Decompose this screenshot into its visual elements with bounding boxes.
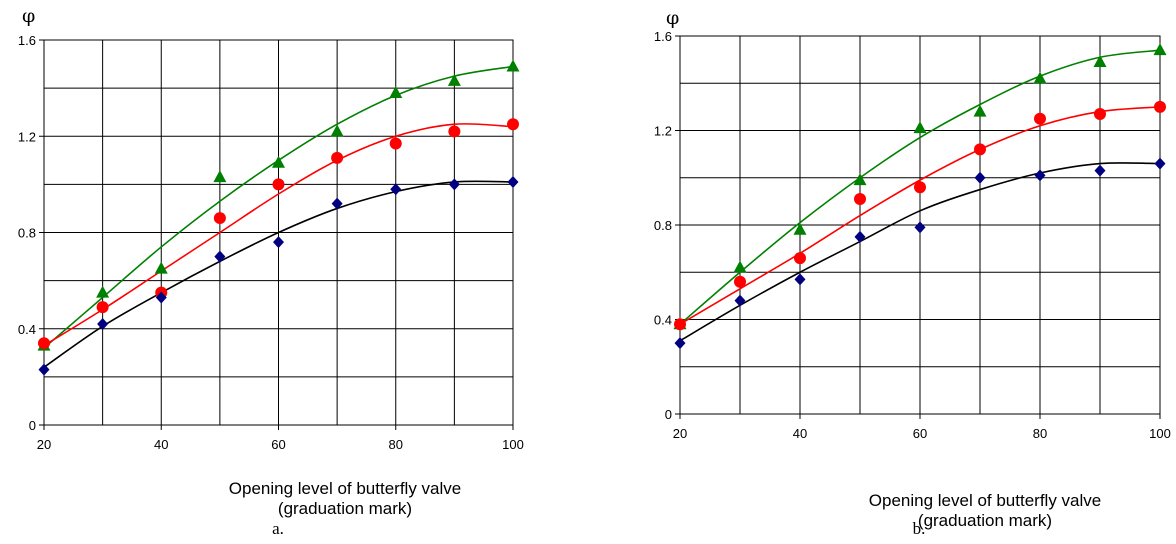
data-point-circle (854, 193, 866, 206)
data-point-circle (38, 337, 50, 350)
data-point-diamond (273, 236, 284, 249)
data-point-triangle (853, 173, 867, 186)
data-point-triangle (213, 170, 227, 183)
fit-curve-triangle (679, 49, 1161, 325)
y-tick-label: 1.6 (18, 33, 36, 48)
data-point-triangle (330, 124, 344, 137)
x-tick-label: 20 (673, 426, 687, 441)
x-tick-label: 40 (154, 437, 168, 452)
x-tick-label: 60 (271, 437, 285, 452)
data-point-triangle (973, 104, 987, 117)
data-point-diamond (914, 221, 926, 234)
data-point-triangle (1093, 54, 1107, 67)
fit-curve-circle (43, 123, 514, 347)
data-point-circle (794, 252, 806, 265)
chart-panel-a: 0 0.4 0.8 1.2 1.6 20 40 60 80 100 φ Opening level o… (18, 5, 524, 538)
data-point-diamond (390, 183, 402, 196)
data-point-circle (272, 178, 285, 191)
data-point-diamond (794, 273, 806, 286)
data-point-circle (507, 118, 519, 131)
x-axis-label-line: (graduation mark) (278, 499, 412, 518)
data-point-triangle (506, 59, 520, 72)
data-point-triangle (96, 285, 110, 298)
data-point-diamond (97, 317, 109, 330)
data-point-circle (389, 137, 402, 150)
data-point-diamond (155, 291, 167, 304)
x-tick-label: 80 (389, 437, 403, 452)
x-tick-label: 100 (1149, 426, 1171, 441)
y-axis-label: φ (666, 7, 679, 29)
y-tick-label: 0 (665, 407, 672, 422)
data-point-circle (1034, 112, 1046, 125)
data-point-circle (734, 275, 746, 288)
y-tick-label: 1.2 (654, 124, 672, 139)
y-tick-label: 0.8 (18, 226, 36, 241)
data-point-diamond (507, 175, 519, 188)
data-point-circle (96, 301, 109, 314)
data-point-circle (1094, 107, 1106, 120)
data-point-circle (914, 181, 926, 194)
data-point-diamond (1094, 164, 1106, 177)
y-tick-label: 0 (29, 418, 36, 433)
data-point-circle (331, 151, 344, 164)
fit-curve-diamond (679, 162, 1161, 342)
data-point-circle (448, 125, 461, 138)
data-point-triangle (272, 155, 285, 168)
x-tick-label: 60 (913, 426, 927, 441)
data-point-diamond (1034, 169, 1046, 182)
data-point-triangle (1153, 43, 1167, 56)
y-tick-label: 1.2 (18, 129, 36, 144)
data-point-triangle (389, 85, 403, 98)
x-tick-label: 100 (502, 437, 524, 452)
y-tick-label: 1.6 (654, 29, 672, 44)
data-point-diamond (674, 337, 686, 350)
fit-curve-circle (679, 106, 1161, 325)
data-point-triangle (793, 222, 807, 235)
y-tick-label: 0.4 (18, 322, 36, 337)
y-tick-label: 0.4 (654, 313, 672, 328)
data-point-diamond (974, 171, 986, 184)
data-point-triangle (733, 260, 747, 273)
data-point-circle (213, 212, 226, 225)
x-axis-label-line: Opening level of butterfly valve (869, 491, 1101, 510)
fit-curve-diamond (43, 180, 514, 368)
data-point-diamond (854, 230, 866, 243)
data-point-diamond (448, 178, 460, 191)
x-axis-label-line: Opening level of butterfly valve (229, 479, 461, 498)
data-point-circle (1154, 100, 1166, 113)
data-point-diamond (38, 363, 50, 376)
data-point-triangle (913, 121, 927, 134)
y-axis-label: φ (22, 5, 35, 27)
data-point-diamond (734, 294, 746, 307)
data-point-triangle (447, 73, 461, 86)
data-point-diamond (1154, 157, 1166, 170)
y-tick-label: 0.8 (654, 218, 672, 233)
panel-caption: a. (272, 519, 284, 538)
data-point-circle (674, 318, 686, 331)
x-axis-label-line: (graduation mark) (918, 511, 1052, 530)
data-point-triangle (154, 261, 168, 274)
chart-panel-b: 0 0.4 0.8 1.2 1.6 20 40 60 80 100 φ Opening level o… (654, 7, 1171, 538)
x-tick-label: 20 (37, 437, 51, 452)
panel-caption: b. (913, 519, 926, 538)
x-tick-label: 40 (793, 426, 807, 441)
data-point-diamond (331, 197, 343, 210)
data-point-triangle (1033, 71, 1047, 84)
data-point-circle (974, 143, 986, 156)
x-tick-label: 80 (1033, 426, 1047, 441)
data-point-diamond (214, 250, 226, 263)
